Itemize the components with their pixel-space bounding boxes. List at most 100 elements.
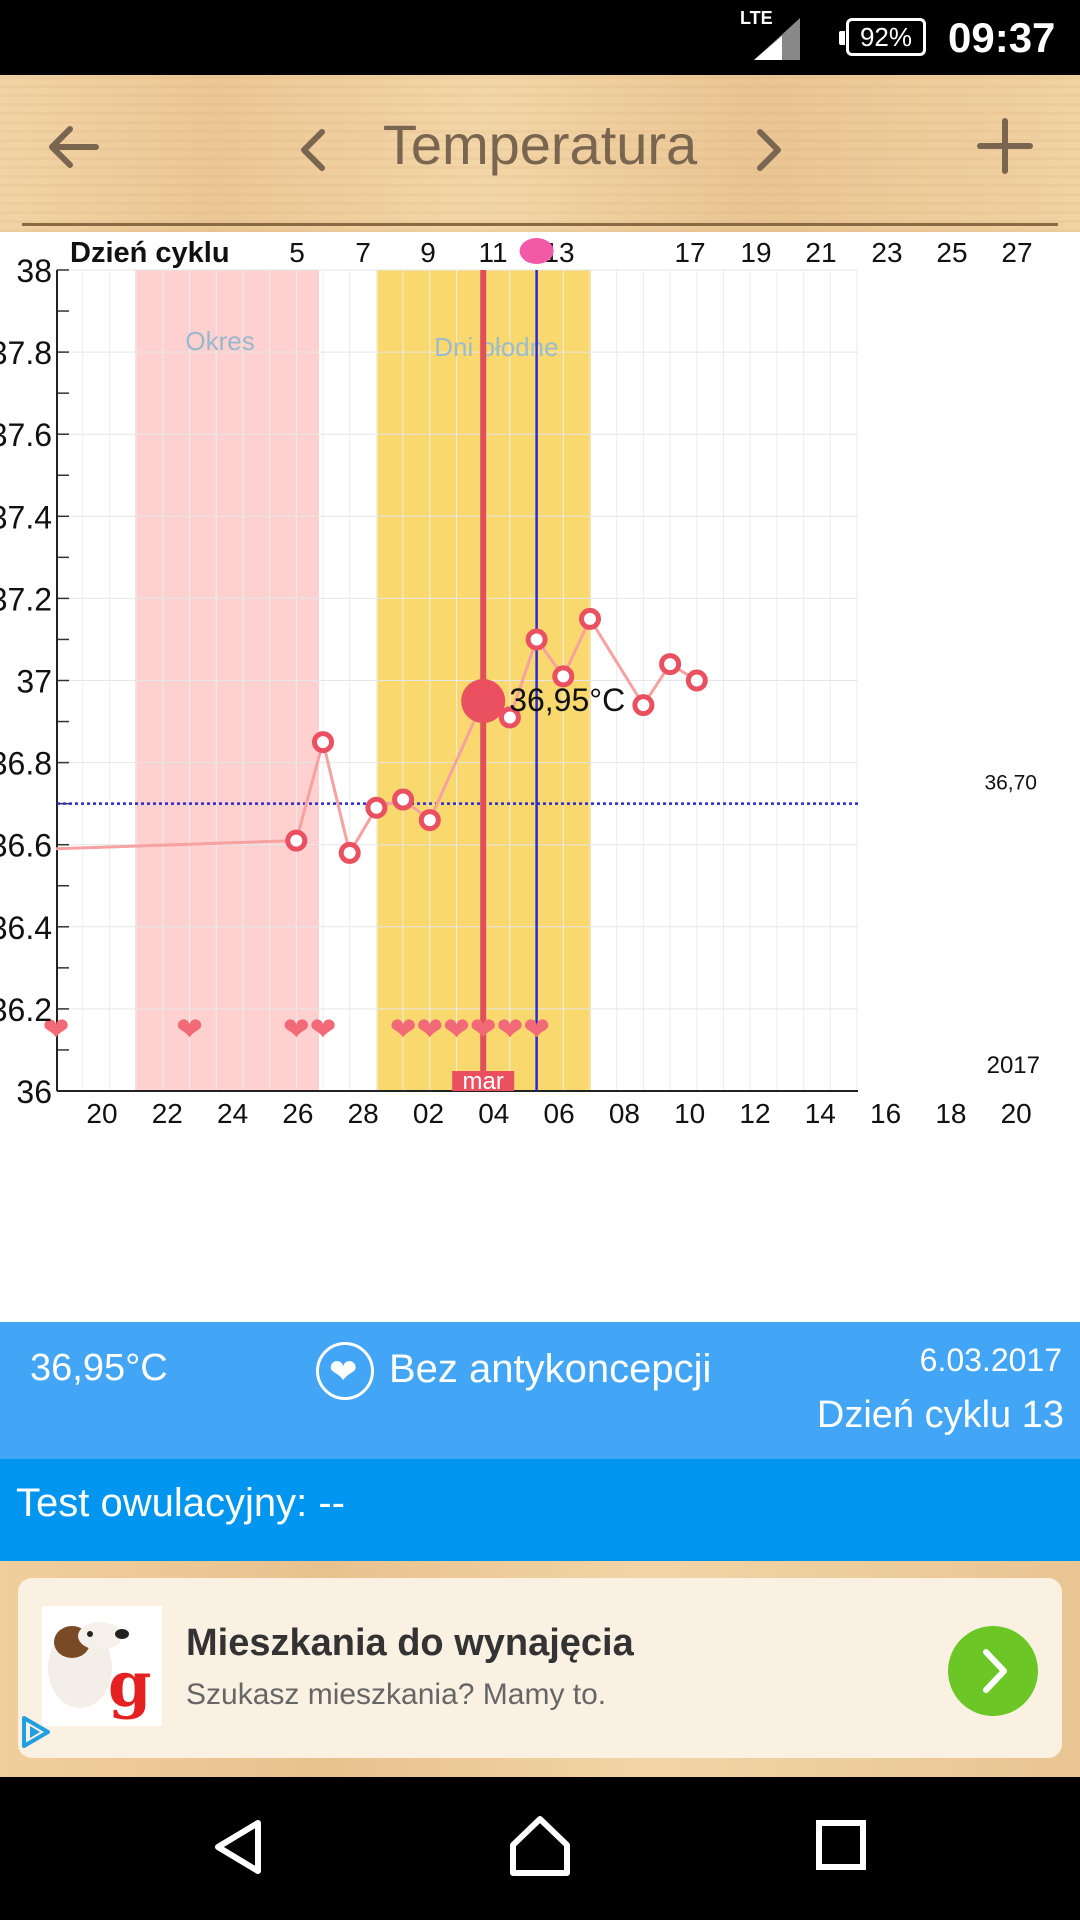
- fertile-label: Dni płodne: [434, 332, 558, 362]
- x-tick-label: 22: [152, 1098, 183, 1129]
- temperature-point[interactable]: [338, 841, 361, 864]
- selected-temperature: 36,95°C: [30, 1347, 168, 1389]
- x-tick-label: 24: [217, 1098, 248, 1129]
- day-info-panel[interactable]: 36,95°C ❤ Bez antykoncepcji 6.03.2017 Dz…: [0, 1322, 1080, 1459]
- heart-icon: ❤: [316, 1342, 374, 1400]
- x-tick-label: 28: [348, 1098, 379, 1129]
- toolbar: Temperatura: [0, 75, 1080, 232]
- ovulation-test-row[interactable]: Test owulacyjny: --: [0, 1459, 1080, 1561]
- ad-subtitle: Szukasz mieszkania? Mamy to.: [186, 1678, 607, 1711]
- heart-marker-icon: ❤: [523, 1011, 550, 1047]
- cycle-axis-label: Dzień cyklu: [70, 237, 230, 269]
- temperature-point[interactable]: [632, 694, 655, 717]
- selected-date: 6.03.2017: [919, 1342, 1062, 1378]
- y-tick-label: 38: [16, 253, 52, 289]
- temperature-point[interactable]: [312, 731, 334, 754]
- temperature-point[interactable]: [285, 829, 308, 852]
- x-tick-label: 20: [86, 1098, 117, 1129]
- y-tick-label: 37.8: [0, 335, 52, 371]
- ad-title: Mieszkania do wynajęcia: [186, 1622, 634, 1664]
- cycle-day-tick: 27: [1001, 237, 1032, 268]
- heart-marker-icon: ❤: [176, 1011, 203, 1047]
- temperature-point[interactable]: [418, 809, 441, 832]
- x-tick-label: 20: [1001, 1098, 1032, 1129]
- chevron-right-icon[interactable]: [750, 122, 790, 178]
- temperature-point[interactable]: [659, 653, 682, 676]
- x-tick-label: 18: [935, 1098, 966, 1129]
- x-tick-label: 12: [739, 1098, 770, 1129]
- ovulation-test-label: Test owulacyjny: --: [16, 1481, 345, 1525]
- x-tick-label: 10: [674, 1098, 705, 1129]
- temperature-chart[interactable]: Okres Dni płodne 36,70 36,95°C ❤ ❤ ❤ ❤ ❤ ❤ ❤ ❤ ❤ ❤ Dzi…: [0, 232, 1080, 1322]
- year-label: 2017: [987, 1052, 1040, 1079]
- period-label: Okres: [185, 326, 254, 356]
- x-tick-label: 02: [413, 1098, 444, 1129]
- heart-marker-icon: ❤: [283, 1011, 310, 1047]
- network-type: LTE: [740, 8, 773, 28]
- svg-text:g: g: [108, 1648, 151, 1721]
- y-tick-label: 37.6: [0, 417, 52, 453]
- x-tick-label: 16: [870, 1098, 901, 1129]
- coverline-label: 36,70: [984, 772, 1037, 795]
- y-tick-label: 36: [16, 1074, 52, 1110]
- back-icon[interactable]: [210, 1817, 270, 1877]
- x-tick-label: 26: [282, 1098, 313, 1129]
- battery-level: 92%: [859, 22, 913, 52]
- toolbar-divider: [22, 223, 1058, 226]
- heart-marker-icon: ❤: [443, 1011, 470, 1047]
- temperature-point[interactable]: [392, 788, 415, 811]
- y-tick-label: 36.6: [0, 828, 52, 864]
- heart-marker-icon: ❤: [496, 1011, 523, 1047]
- dog-logo-icon: g: [42, 1606, 162, 1726]
- chevron-left-icon[interactable]: [292, 122, 332, 178]
- month-label: mar: [463, 1068, 504, 1095]
- home-icon[interactable]: [505, 1811, 575, 1881]
- recent-apps-icon[interactable]: [815, 1819, 867, 1871]
- temperature-point[interactable]: [365, 796, 388, 819]
- clock: 09:37: [948, 14, 1056, 61]
- ad-banner[interactable]: g Mieszkania do wynajęcia Szukasz mieszk…: [18, 1578, 1062, 1758]
- y-tick-label: 37: [16, 664, 52, 700]
- cycle-day-tick: 21: [805, 237, 836, 268]
- cycle-day-tick: 11: [478, 237, 507, 268]
- wood-texture: [0, 75, 1080, 232]
- temperature-point[interactable]: [498, 706, 521, 729]
- x-tick-label: 06: [544, 1098, 575, 1129]
- heart-marker-icon: ❤: [390, 1011, 417, 1047]
- cycle-day-tick: 25: [936, 237, 967, 268]
- y-tick-label: 36.4: [0, 910, 52, 946]
- x-tick-label: 08: [609, 1098, 640, 1129]
- contraception-status: Bez antykoncepcji: [389, 1347, 712, 1391]
- y-tick-label: 37.4: [0, 499, 52, 535]
- arrow-left-icon[interactable]: [44, 117, 104, 177]
- plus-icon[interactable]: [974, 115, 1036, 177]
- x-tick-label: 04: [478, 1098, 509, 1129]
- month-marker: [452, 1071, 515, 1091]
- page-title: Temperatura: [382, 113, 698, 176]
- y-tick-label: 36.8: [0, 746, 52, 782]
- selected-point-label: 36,95°C: [509, 682, 625, 718]
- heart-marker-icon: ❤: [310, 1011, 337, 1047]
- chevron-right-icon: [983, 1649, 1007, 1693]
- ad-open-button[interactable]: [948, 1626, 1038, 1716]
- cycle-day: Dzień cyklu 13: [816, 1394, 1064, 1436]
- temperature-point[interactable]: [525, 628, 548, 651]
- battery-indicator: 92%: [839, 18, 926, 56]
- temperature-point[interactable]: [685, 669, 708, 692]
- y-tick-label: 37.2: [0, 581, 52, 617]
- cycle-day-tick: 17: [674, 237, 705, 268]
- y-tick-label: 36.2: [0, 992, 52, 1028]
- navigation-bar: [0, 1777, 1080, 1920]
- cycle-day-tick: 19: [740, 237, 771, 268]
- heart-marker-icon: ❤: [416, 1011, 443, 1047]
- selected-point[interactable]: [461, 679, 506, 724]
- cycle-day-tick: 7: [355, 237, 371, 268]
- ad-choices-icon[interactable]: [18, 1714, 54, 1750]
- temperature-point[interactable]: [552, 665, 575, 688]
- heart-marker-icon: ❤: [470, 1011, 497, 1047]
- temperature-point[interactable]: [579, 607, 601, 630]
- signal-icon: [754, 18, 800, 60]
- cycle-day-tick: 5: [289, 237, 305, 268]
